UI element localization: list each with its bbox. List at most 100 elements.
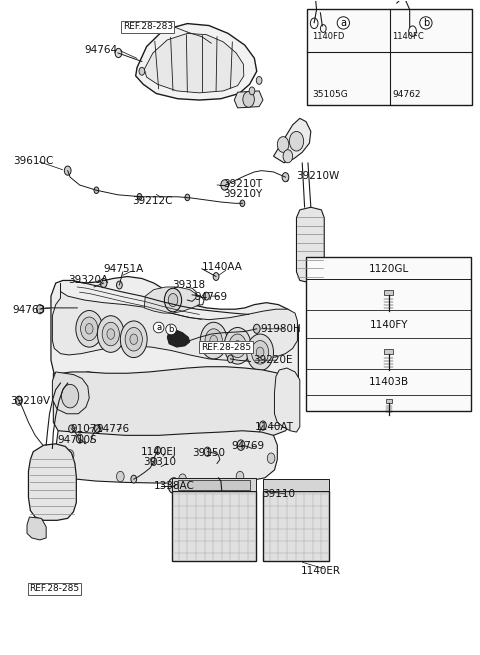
Circle shape [115, 48, 122, 58]
Text: 1120GL: 1120GL [369, 264, 409, 274]
Text: 39320A: 39320A [68, 276, 108, 286]
Text: 35105G: 35105G [312, 90, 348, 99]
Circle shape [137, 193, 142, 200]
Circle shape [205, 329, 222, 352]
Circle shape [200, 322, 227, 359]
Bar [384, 349, 393, 354]
Circle shape [36, 305, 43, 314]
Circle shape [243, 92, 254, 107]
Text: 39220E: 39220E [253, 355, 292, 365]
Circle shape [85, 324, 93, 334]
Circle shape [256, 347, 264, 358]
Bar [178, 480, 250, 489]
Text: 39318: 39318 [172, 280, 205, 290]
Text: a: a [156, 323, 161, 332]
Circle shape [117, 281, 122, 289]
Circle shape [247, 334, 274, 371]
Circle shape [61, 384, 79, 408]
Polygon shape [297, 207, 324, 283]
Text: b: b [423, 18, 429, 28]
Polygon shape [136, 24, 257, 100]
Circle shape [204, 447, 211, 457]
Circle shape [139, 67, 145, 75]
Circle shape [204, 292, 209, 300]
Text: 1140FY: 1140FY [369, 320, 408, 330]
Text: 94763: 94763 [12, 305, 46, 315]
Text: 39210W: 39210W [297, 171, 340, 181]
Text: 91980H: 91980H [261, 324, 301, 334]
Polygon shape [53, 367, 294, 439]
Polygon shape [144, 33, 244, 93]
Bar [172, 478, 256, 491]
Bar [263, 479, 329, 491]
Text: REF.28-285: REF.28-285 [29, 584, 80, 593]
Circle shape [81, 317, 98, 341]
Text: 11403B: 11403B [369, 377, 408, 387]
Circle shape [283, 150, 293, 163]
Polygon shape [28, 444, 76, 520]
Text: 1140FD: 1140FD [312, 33, 344, 41]
Circle shape [282, 173, 289, 181]
Polygon shape [51, 276, 299, 392]
Text: 39210Y: 39210Y [223, 189, 263, 198]
Circle shape [94, 187, 99, 193]
Circle shape [100, 278, 107, 288]
Text: 39310: 39310 [144, 457, 176, 467]
Circle shape [66, 450, 74, 460]
Text: 91071: 91071 [70, 424, 103, 434]
Polygon shape [234, 91, 263, 108]
Circle shape [120, 321, 147, 358]
Bar [306, 257, 471, 411]
Circle shape [151, 458, 157, 466]
Polygon shape [56, 431, 277, 483]
Bar [172, 491, 256, 561]
Text: 1140ER: 1140ER [301, 566, 341, 576]
Text: 1140AT: 1140AT [254, 422, 293, 432]
Circle shape [237, 440, 245, 451]
Polygon shape [275, 368, 300, 432]
Circle shape [168, 478, 180, 493]
Text: 94769: 94769 [194, 291, 228, 302]
Polygon shape [52, 372, 89, 414]
Circle shape [213, 272, 219, 280]
Circle shape [107, 329, 115, 339]
Circle shape [267, 453, 275, 464]
Circle shape [277, 137, 289, 153]
Circle shape [97, 316, 124, 352]
Circle shape [102, 322, 120, 346]
Circle shape [224, 328, 251, 364]
Circle shape [95, 425, 100, 433]
Bar [307, 9, 472, 105]
Circle shape [155, 447, 160, 455]
Text: 94751A: 94751A [104, 264, 144, 274]
Text: 39210V: 39210V [10, 396, 50, 405]
Text: 94764: 94764 [84, 45, 118, 55]
Circle shape [228, 355, 233, 363]
Polygon shape [144, 287, 199, 313]
Circle shape [15, 396, 22, 405]
Text: 39110: 39110 [263, 489, 296, 499]
Text: 94762: 94762 [392, 90, 420, 99]
Text: 1140EJ: 1140EJ [141, 447, 176, 457]
Bar [385, 399, 392, 403]
Circle shape [64, 166, 71, 175]
Text: REF.28-285: REF.28-285 [201, 343, 251, 352]
Polygon shape [52, 283, 298, 360]
Circle shape [117, 472, 124, 481]
Circle shape [168, 293, 178, 307]
Circle shape [164, 288, 181, 312]
Circle shape [236, 472, 244, 481]
Text: 94776: 94776 [96, 424, 130, 434]
Circle shape [76, 310, 103, 347]
Circle shape [256, 77, 262, 84]
Text: 94710S: 94710S [57, 435, 97, 445]
Circle shape [249, 87, 255, 95]
Text: 39150: 39150 [192, 448, 225, 458]
Circle shape [260, 421, 266, 430]
Polygon shape [167, 329, 190, 347]
Text: 39610C: 39610C [12, 156, 53, 166]
Circle shape [76, 434, 83, 443]
Circle shape [221, 179, 228, 190]
Text: 39212C: 39212C [132, 196, 173, 206]
Circle shape [229, 334, 246, 358]
